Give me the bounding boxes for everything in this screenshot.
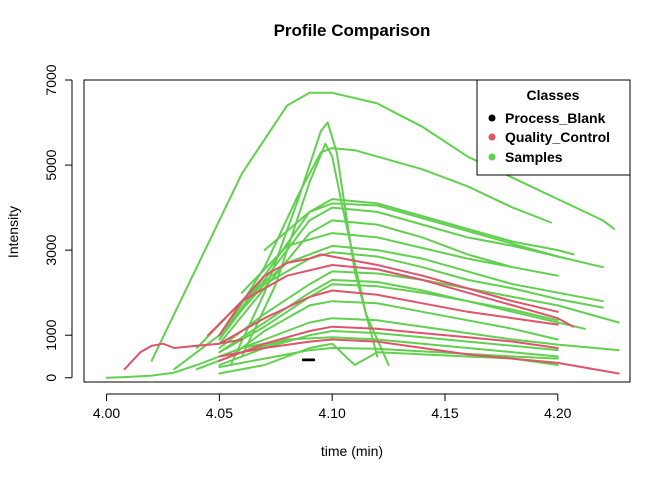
- legend-box: [476, 79, 631, 176]
- series-line-quality-control-6: [218, 338, 620, 375]
- series-line-quality-control-2: [123, 338, 243, 371]
- plot-frame: [83, 79, 631, 383]
- series-line-samples-25: [240, 232, 514, 294]
- series-line-quality-control-3: [218, 253, 559, 337]
- series-line-samples-8: [150, 91, 616, 362]
- legend-label-process-blank: Process_Blank: [505, 110, 606, 126]
- series-line-samples-17: [218, 283, 559, 354]
- series-line-samples-21: [218, 347, 559, 369]
- x-tick-label: 4.05: [206, 405, 233, 421]
- x-tick-label: 4.20: [544, 405, 571, 421]
- y-tick-label: 1000: [43, 319, 59, 350]
- x-axis-label: time (min): [321, 443, 383, 459]
- legend-marker-process-blank: [488, 114, 496, 122]
- legend-label-samples: Samples: [505, 149, 563, 165]
- series-line-samples-13: [218, 206, 559, 341]
- series-line-samples-24: [263, 202, 604, 269]
- y-tick-label: 3000: [43, 234, 59, 265]
- x-tick-label: 4.00: [93, 405, 120, 421]
- series-line-quality-control-4: [207, 264, 575, 337]
- series-line-samples-23: [173, 251, 604, 371]
- y-tick-label: 0: [43, 374, 59, 382]
- series-line-samples-16: [218, 270, 620, 349]
- series-lines: [105, 91, 620, 379]
- series-line-samples-18: [229, 300, 559, 358]
- series-line-samples-15: [195, 244, 604, 349]
- series-line-samples-28: [218, 342, 559, 375]
- legend: Classes Process_Blank Quality_Control Sa…: [476, 79, 631, 176]
- x-axis: 4.00 4.05 4.10 4.15 4.20: [93, 393, 572, 421]
- chart-title: Profile Comparison: [274, 21, 431, 40]
- y-axis: 0 1000 3000 5000 7000: [43, 64, 73, 382]
- legend-marker-quality-control: [488, 133, 496, 141]
- series-line-samples-12: [218, 198, 575, 341]
- x-tick-label: 4.10: [319, 405, 346, 421]
- y-axis-label: Intensity: [5, 206, 21, 258]
- x-tick-label: 4.15: [431, 405, 458, 421]
- legend-label-quality-control: Quality_Control: [505, 129, 610, 145]
- y-tick-label: 5000: [43, 149, 59, 180]
- y-tick-label: 7000: [43, 64, 59, 95]
- series-line-quality-control-5: [218, 289, 559, 345]
- series-line-samples-27: [195, 336, 559, 371]
- legend-marker-samples: [488, 153, 496, 161]
- series-line-samples-19: [218, 317, 620, 358]
- series-line-samples-9: [218, 147, 552, 341]
- legend-title: Classes: [527, 87, 580, 103]
- series-line-samples-20: [218, 330, 559, 366]
- series-line-quality-control-7: [218, 325, 559, 362]
- series-line-samples-22: [105, 340, 289, 379]
